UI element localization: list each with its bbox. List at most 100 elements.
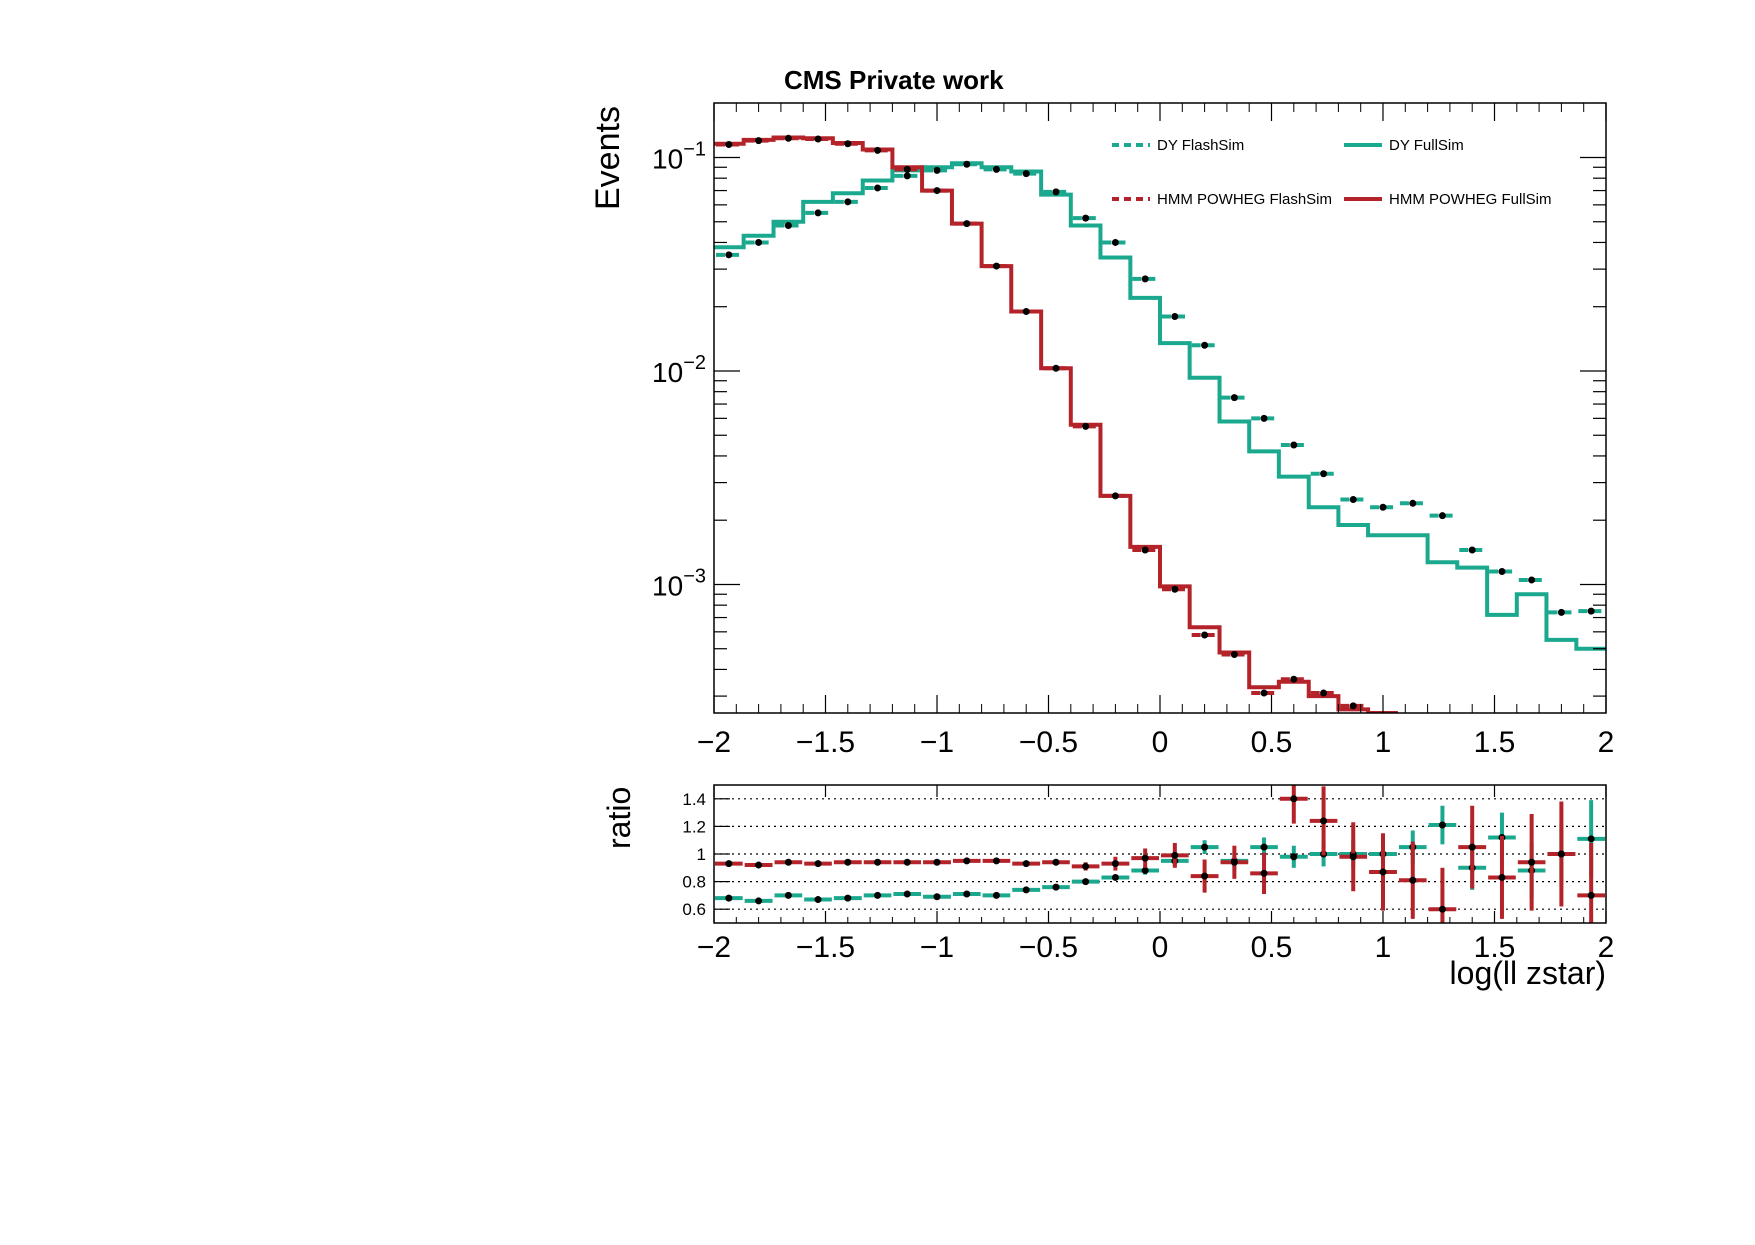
ratio-y-axis-label: ratio: [601, 787, 637, 849]
main-plot-area: [714, 134, 1606, 720]
hmm-ratio-point: [1438, 905, 1446, 913]
ratio-x-tick-label: 1: [1375, 931, 1392, 964]
ratio-x-tick-label: −1.5: [796, 931, 855, 964]
dy-point: [1528, 576, 1536, 584]
ratio-y-tick-label: 1: [697, 845, 706, 864]
x-tick-label: −2: [697, 726, 731, 759]
dy-ratio-point: [1260, 843, 1268, 851]
hmm-point: [1349, 702, 1357, 710]
dy-ratio-point: [1290, 853, 1298, 861]
dy-point: [1557, 608, 1565, 616]
dy-point: [844, 198, 852, 206]
hmm-ratio-point: [1498, 873, 1506, 881]
hmm-ratio-point: [1379, 868, 1387, 876]
x-tick-label: −1: [920, 726, 954, 759]
x-tick-label: 0.5: [1251, 726, 1293, 759]
dy-ratio-point: [1141, 867, 1149, 875]
dy-point: [1201, 341, 1209, 349]
hmm-ratio-point: [814, 860, 822, 868]
ratio-y-tick-label: 0.8: [682, 873, 706, 892]
dy-point: [814, 209, 822, 217]
legend-label-dy_flash: DY FlashSim: [1157, 137, 1244, 154]
dy-point: [1587, 607, 1595, 615]
hmm-ratio-point: [1111, 860, 1119, 868]
dy-ratio-point: [844, 894, 852, 902]
dy-ratio-point: [755, 897, 763, 905]
dy-ratio-point: [1587, 835, 1595, 843]
hmm-point: [1290, 675, 1298, 683]
x-tick-label: 1.5: [1474, 726, 1516, 759]
dy-point: [1022, 170, 1030, 178]
hmm-ratio-point: [963, 857, 971, 865]
dy-point: [1111, 238, 1119, 246]
dy-point: [1290, 441, 1298, 449]
dy-point: [903, 172, 911, 180]
y-tick-base: 10: [652, 357, 683, 388]
ratio-x-tick-label: 2: [1598, 931, 1615, 964]
hmm-ratio-point: [1260, 869, 1268, 877]
dy-point: [725, 251, 733, 259]
hmm-point: [1201, 631, 1209, 639]
ratio-x-tick-label: −1: [920, 931, 954, 964]
chart-title: CMS Private work: [784, 65, 1004, 95]
hmm-point: [725, 141, 733, 149]
ratio-x-tick-label: −2: [697, 931, 731, 964]
dy-ratio-point: [1052, 883, 1060, 891]
ratio-x-tick-label: 1.5: [1474, 931, 1516, 964]
hmm-ratio-point: [725, 860, 733, 868]
dy-ratio-point: [1082, 878, 1090, 886]
dy_full-step-line: [714, 161, 1606, 651]
dy-point: [1349, 496, 1357, 504]
hmm-ratio-point: [1290, 795, 1298, 803]
y-tick-base: 10: [652, 570, 683, 601]
y-tick-label: 10−2: [652, 352, 706, 388]
dy-point: [1141, 275, 1149, 283]
dy-ratio-point: [903, 890, 911, 898]
hmm-ratio-point: [1141, 854, 1149, 862]
ratio-plot-area: [714, 785, 1606, 923]
dy-point: [963, 160, 971, 168]
legend-label-hmm_full: HMM POWHEG FullSim: [1389, 191, 1552, 208]
hmm-ratio-point: [784, 858, 792, 866]
hmm-ratio-point: [1528, 858, 1536, 866]
dy-point: [1260, 414, 1268, 422]
legend-label-dy_full: DY FullSim: [1389, 137, 1464, 154]
dy-ratio-point: [933, 893, 941, 901]
ratio-y-tick-label: 0.6: [682, 900, 706, 919]
ratio-x-tick-label: −0.5: [1019, 931, 1078, 964]
hmm-point: [784, 134, 792, 142]
y-tick-label: 10−1: [652, 138, 706, 174]
hmm-ratio-point: [1468, 843, 1476, 851]
hmm-ratio-point: [1171, 851, 1179, 859]
y-tick-exponent: −3: [683, 565, 706, 587]
dy-ratio-point: [963, 890, 971, 898]
hmm-ratio-point: [1230, 858, 1238, 866]
dy-point: [874, 184, 882, 192]
dy-point: [1409, 499, 1417, 507]
y-axis-label: Events: [589, 106, 627, 210]
hmm-ratio-point: [874, 858, 882, 866]
hmm-point: [1380, 713, 1387, 720]
ratio-x-tick-label: 0: [1152, 931, 1169, 964]
dy-ratio-point: [1438, 821, 1446, 829]
hmm-point: [963, 220, 971, 228]
dy-ratio-point: [874, 891, 882, 899]
hmm-point: [1171, 585, 1179, 593]
hmm-point: [1141, 546, 1149, 554]
dy-ratio-point: [1111, 873, 1119, 881]
hmm-point: [1082, 422, 1090, 430]
ratio-x-tick-label: 0.5: [1251, 931, 1293, 964]
x-tick-label: −1.5: [796, 726, 855, 759]
hmm-point: [1022, 307, 1030, 315]
y-tick-base: 10: [652, 143, 683, 174]
ratio-y-tick-label: 1.4: [682, 790, 706, 809]
hmm-point: [844, 140, 852, 148]
dy-ratio-point: [784, 891, 792, 899]
dy-ratio-point: [992, 891, 1000, 899]
main-panel: −2 −1.5 −1 −0.5 0 0.5 1 1.5 210−110−210−3DY Flas…: [652, 102, 1614, 759]
x-tick-label: 0: [1152, 726, 1169, 759]
hmm-ratio-point: [1557, 850, 1565, 858]
hmm-ratio-point: [755, 861, 763, 869]
dy-point: [784, 222, 792, 230]
